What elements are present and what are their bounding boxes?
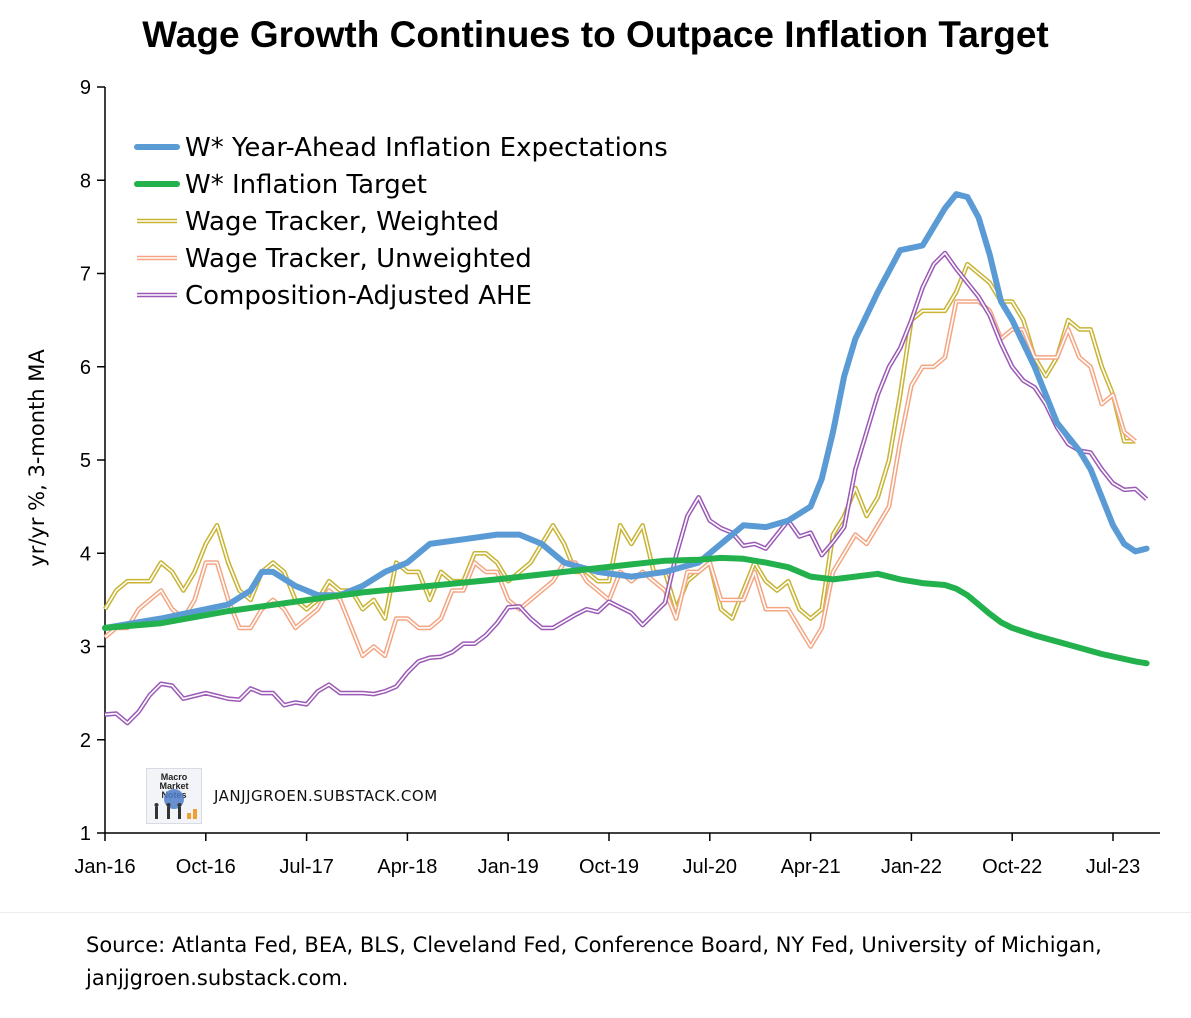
legend-item-3: Wage Tracker, Unweighted: [137, 244, 532, 274]
x-tick-label: Oct-19: [579, 856, 639, 878]
x-tick-label: Jan-22: [881, 856, 942, 878]
x-tick-label: Jul-23: [1086, 856, 1140, 878]
logo-figures-icon: [154, 789, 197, 819]
x-tick-label: Oct-16: [176, 856, 236, 878]
x-tick-label: Apr-21: [781, 856, 841, 878]
x-tick-label: Jan-16: [74, 856, 135, 878]
x-axis-ticks: Jan-16 Oct-16 Jul-17 Apr-18 Jan-19 Oct-19 Jul-…: [74, 833, 1140, 878]
legend-item-0: W* Year-Ahead Inflation Expectations: [134, 133, 668, 163]
y-tick-label: 4: [80, 543, 91, 565]
series-2-line: [103, 261, 1136, 621]
y-tick-label: 6: [80, 357, 91, 379]
x-tick-label: Jul-20: [683, 856, 737, 878]
x-tick-label: Jan-19: [478, 856, 539, 878]
watermark: JANJJGROEN.SUBSTACK.COM: [214, 787, 438, 805]
legend-label: W* Year-Ahead Inflation Expectations: [185, 133, 668, 163]
series-4-line: [104, 250, 1149, 726]
y-tick-label: 9: [80, 77, 91, 99]
y-tick-label: 8: [80, 170, 91, 192]
macro-market-notes-logo: Macro Market Notes: [146, 768, 202, 824]
series-lines: [102, 191, 1150, 726]
source-text: Source: Atlanta Fed, BEA, BLS, Cleveland…: [86, 933, 1102, 990]
legend: W* Year-Ahead Inflation Expectations W* I…: [134, 133, 668, 311]
y-tick-label: 5: [80, 450, 91, 472]
series-1-line: [102, 554, 1150, 667]
y-axis-ticks: 1 2 3 4 5 6 7 8 9: [80, 77, 105, 845]
y-tick-label: 2: [80, 730, 91, 752]
line-chart: 1 2 3 4 5 6 7 8 9 Jan-16 Oct-16 Jul-17 Apr-18 Jan-19…: [25, 77, 1160, 878]
x-tick-label: Jul-17: [279, 856, 333, 878]
x-tick-label: Apr-18: [377, 856, 437, 878]
legend-label: Wage Tracker, Weighted: [185, 207, 499, 237]
y-tick-label: 1: [80, 823, 91, 845]
legend-item-1: W* Inflation Target: [134, 170, 427, 200]
x-tick-label: Oct-22: [982, 856, 1042, 878]
y-tick-label: 3: [80, 637, 91, 659]
legend-label: W* Inflation Target: [185, 170, 427, 200]
y-axis-label: yr/yr %, 3-month MA: [25, 349, 49, 567]
legend-label: Wage Tracker, Unweighted: [185, 244, 532, 274]
y-tick-label: 7: [80, 264, 91, 286]
legend-label: Composition-Adjusted AHE: [185, 281, 532, 311]
legend-item-2: Wage Tracker, Weighted: [137, 207, 499, 237]
legend-item-4: Composition-Adjusted AHE: [137, 281, 532, 311]
chart-title: Wage Growth Continues to Outpace Inflati…: [142, 14, 1049, 55]
source-note: Source: Atlanta Fed, BEA, BLS, Cleveland…: [0, 912, 1191, 1018]
